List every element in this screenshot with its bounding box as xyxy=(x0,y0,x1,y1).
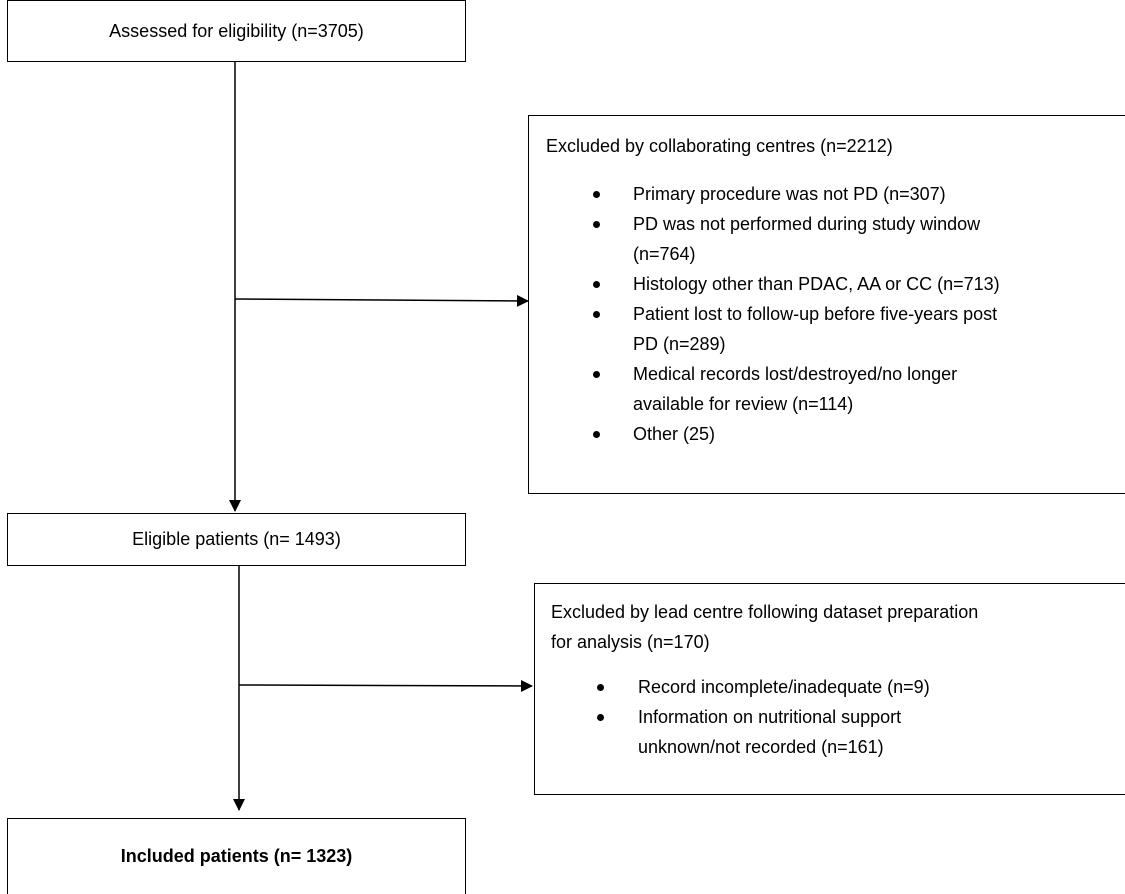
bullet-icon xyxy=(593,221,600,228)
bullet-icon xyxy=(593,311,600,318)
eligible-label: Eligible patients (n= 1493) xyxy=(132,529,341,549)
bullet-icon xyxy=(593,431,600,438)
list-item: Other (25) xyxy=(529,419,1125,449)
list-item: Histology other than PDAC, AA or CC (n=7… xyxy=(529,269,1125,299)
included-box: Included patients (n= 1323) xyxy=(7,818,466,894)
list-item: Patient lost to follow-up before five-ye… xyxy=(529,299,1125,359)
bullet-icon xyxy=(593,191,600,198)
exclusion2-list: Record incomplete/inadequate (n=9) Infor… xyxy=(535,672,1125,762)
list-item: Primary procedure was not PD (n=307) xyxy=(529,179,1125,209)
exclusion-box-collaborating: Excluded by collaborating centres (n=221… xyxy=(528,115,1125,494)
bullet-icon xyxy=(597,714,604,721)
list-item: Information on nutritional support unkno… xyxy=(535,702,1125,762)
exclusion-box-lead-centre: Excluded by lead centre following datase… xyxy=(534,583,1125,795)
exclusion1-heading: Excluded by collaborating centres (n=221… xyxy=(546,136,893,156)
exclusion2-heading: Excluded by lead centre following datase… xyxy=(551,602,979,652)
list-item: Record incomplete/inadequate (n=9) xyxy=(535,672,1125,702)
eligible-box: Eligible patients (n= 1493) xyxy=(7,513,466,566)
assessed-box: Assessed for eligibility (n=3705) xyxy=(7,0,466,62)
bullet-icon xyxy=(593,281,600,288)
bullet-icon xyxy=(597,684,604,691)
included-label: Included patients (n= 1323) xyxy=(120,846,353,866)
list-item: Medical records lost/destroyed/no longer… xyxy=(529,359,1125,419)
list-item: PD was not performed during study window… xyxy=(529,209,1125,269)
assessed-label: Assessed for eligibility (n=3705) xyxy=(109,20,364,41)
arrow-to-exclusion2 xyxy=(238,679,533,692)
bullet-icon xyxy=(593,371,600,378)
arrow-to-exclusion1 xyxy=(234,294,529,307)
exclusion1-list: Primary procedure was not PD (n=307) PD … xyxy=(529,179,1125,449)
